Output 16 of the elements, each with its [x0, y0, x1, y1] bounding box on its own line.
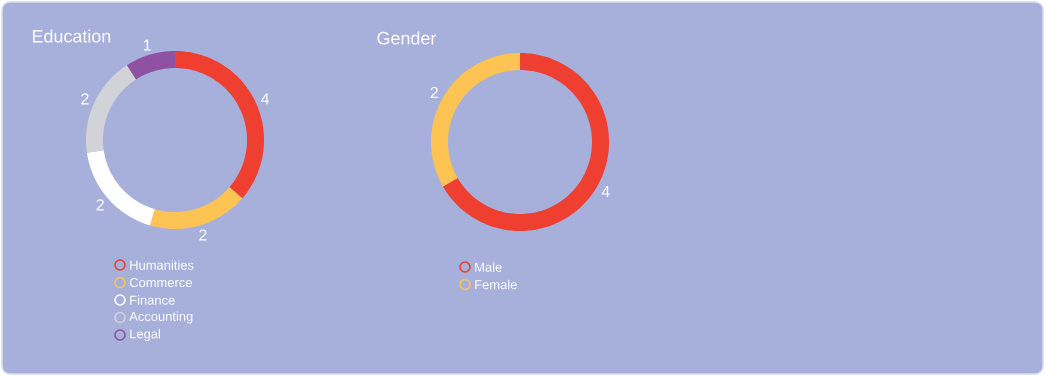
data-label: 4	[260, 93, 270, 105]
legend-label: Female	[475, 279, 517, 290]
data-label: 4	[601, 186, 610, 197]
data-label: 2	[430, 86, 438, 99]
chart-title: Education	[32, 29, 111, 43]
legend-label: Commerce	[129, 277, 192, 288]
data-label: 2	[81, 93, 89, 105]
chart-title: Gender	[377, 31, 437, 45]
data-label: 1	[143, 39, 151, 51]
legend-label: Accounting	[129, 311, 193, 324]
legend-label: Legal	[130, 328, 161, 342]
data-label: 2	[96, 199, 104, 211]
legend-label: Finance	[130, 295, 175, 305]
data-label: 2	[199, 229, 207, 241]
legend-label: Humanities	[130, 260, 194, 270]
legend-label: Male	[475, 262, 502, 272]
